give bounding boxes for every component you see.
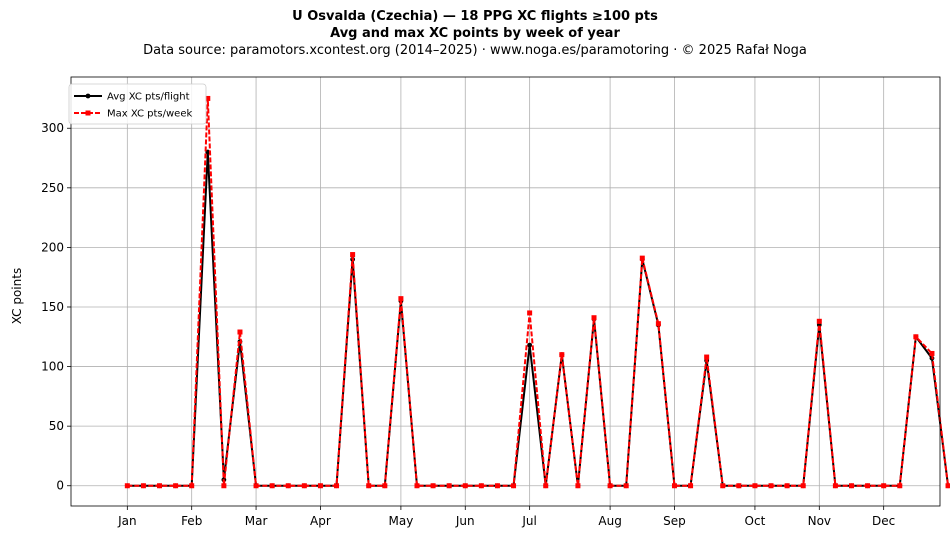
axes: Jan Feb Mar Apr May Jun Jul Aug Sep Oct Nov Dec 0 50 1… bbox=[41, 121, 895, 528]
x-tick-label: Jan bbox=[117, 514, 137, 528]
plot-frame bbox=[70, 76, 941, 507]
data-point bbox=[478, 483, 484, 489]
x-tick-label: Mar bbox=[245, 514, 268, 528]
data-point bbox=[688, 483, 694, 489]
data-point bbox=[832, 483, 838, 489]
y-tick-label: 250 bbox=[41, 181, 64, 195]
data-point bbox=[462, 483, 468, 489]
data-point bbox=[848, 483, 854, 489]
data-point bbox=[720, 483, 726, 489]
x-tick-label: Jul bbox=[521, 514, 536, 528]
data-point bbox=[237, 329, 243, 335]
chart-source: Data source: paramotors.xcontest.org (20… bbox=[143, 43, 807, 58]
data-point bbox=[913, 334, 919, 340]
x-tick-label: Sep bbox=[663, 514, 686, 528]
data-point bbox=[527, 342, 533, 348]
y-tick-label: 50 bbox=[49, 419, 64, 433]
x-tick-label: Dec bbox=[872, 514, 895, 528]
data-point bbox=[655, 321, 661, 327]
x-tick-label: Nov bbox=[808, 514, 831, 528]
data-point bbox=[527, 310, 533, 316]
data-point bbox=[897, 483, 903, 489]
series-layer bbox=[124, 95, 950, 489]
x-tick-label: Oct bbox=[745, 514, 766, 528]
data-point bbox=[124, 483, 130, 489]
data-point bbox=[157, 483, 163, 489]
data-point bbox=[140, 483, 146, 489]
data-point bbox=[945, 483, 950, 489]
legend-max-label: Max XC pts/week bbox=[107, 109, 192, 120]
data-point bbox=[575, 483, 581, 489]
legend-avg-label: Avg XC pts/flight bbox=[107, 92, 190, 103]
series-line-0 bbox=[127, 151, 950, 487]
data-point bbox=[623, 483, 629, 489]
y-tick-label: 100 bbox=[41, 360, 64, 374]
data-point bbox=[301, 483, 307, 489]
data-point bbox=[671, 483, 677, 489]
data-point bbox=[591, 315, 597, 321]
y-tick-label: 0 bbox=[56, 479, 64, 493]
y-axis-label: XC points bbox=[10, 268, 24, 324]
x-tick-label: Aug bbox=[598, 514, 621, 528]
data-point bbox=[414, 483, 420, 489]
x-tick-label: Jun bbox=[455, 514, 475, 528]
data-point bbox=[559, 352, 565, 358]
data-point bbox=[189, 483, 195, 489]
data-point bbox=[269, 483, 275, 489]
data-point bbox=[736, 483, 742, 489]
data-point bbox=[816, 318, 822, 324]
data-point bbox=[334, 483, 340, 489]
data-point bbox=[173, 483, 179, 489]
legend: Avg XC pts/flight Max XC pts/week bbox=[68, 83, 207, 125]
x-tick-label: Apr bbox=[310, 514, 331, 528]
data-point bbox=[865, 483, 871, 489]
legend-max-marker bbox=[85, 110, 91, 116]
data-point bbox=[382, 483, 388, 489]
chart-title: U Osvalda (Czechia) — 18 PPG XC flights … bbox=[292, 9, 658, 24]
chart-titles: U Osvalda (Czechia) — 18 PPG XC flights … bbox=[0, 8, 950, 59]
data-point bbox=[398, 296, 404, 302]
data-point bbox=[752, 483, 758, 489]
series-line-1 bbox=[127, 97, 950, 487]
data-point bbox=[607, 483, 613, 489]
data-point bbox=[511, 483, 517, 489]
data-point bbox=[430, 483, 436, 489]
y-tick-label: 300 bbox=[41, 121, 64, 135]
legend-box bbox=[68, 83, 207, 125]
data-point bbox=[768, 483, 774, 489]
x-tick-label: May bbox=[388, 514, 413, 528]
y-tick-label: 150 bbox=[41, 300, 64, 314]
data-point bbox=[285, 483, 291, 489]
data-point bbox=[929, 350, 935, 356]
data-point bbox=[494, 483, 500, 489]
data-point bbox=[205, 95, 211, 101]
x-tick-label: Feb bbox=[181, 514, 202, 528]
data-point bbox=[366, 483, 372, 489]
chart-subtitle: Avg and max XC points by week of year bbox=[330, 26, 620, 41]
data-point bbox=[784, 483, 790, 489]
legend-avg-marker bbox=[85, 93, 91, 99]
data-point bbox=[704, 354, 710, 360]
data-point bbox=[881, 483, 887, 489]
data-point bbox=[446, 483, 452, 489]
data-point bbox=[800, 483, 806, 489]
y-tick-label: 200 bbox=[41, 240, 64, 254]
data-point bbox=[639, 255, 645, 261]
data-point bbox=[317, 483, 323, 489]
data-point bbox=[543, 483, 549, 489]
data-point bbox=[221, 483, 227, 489]
data-point bbox=[350, 252, 356, 258]
data-point bbox=[253, 483, 259, 489]
